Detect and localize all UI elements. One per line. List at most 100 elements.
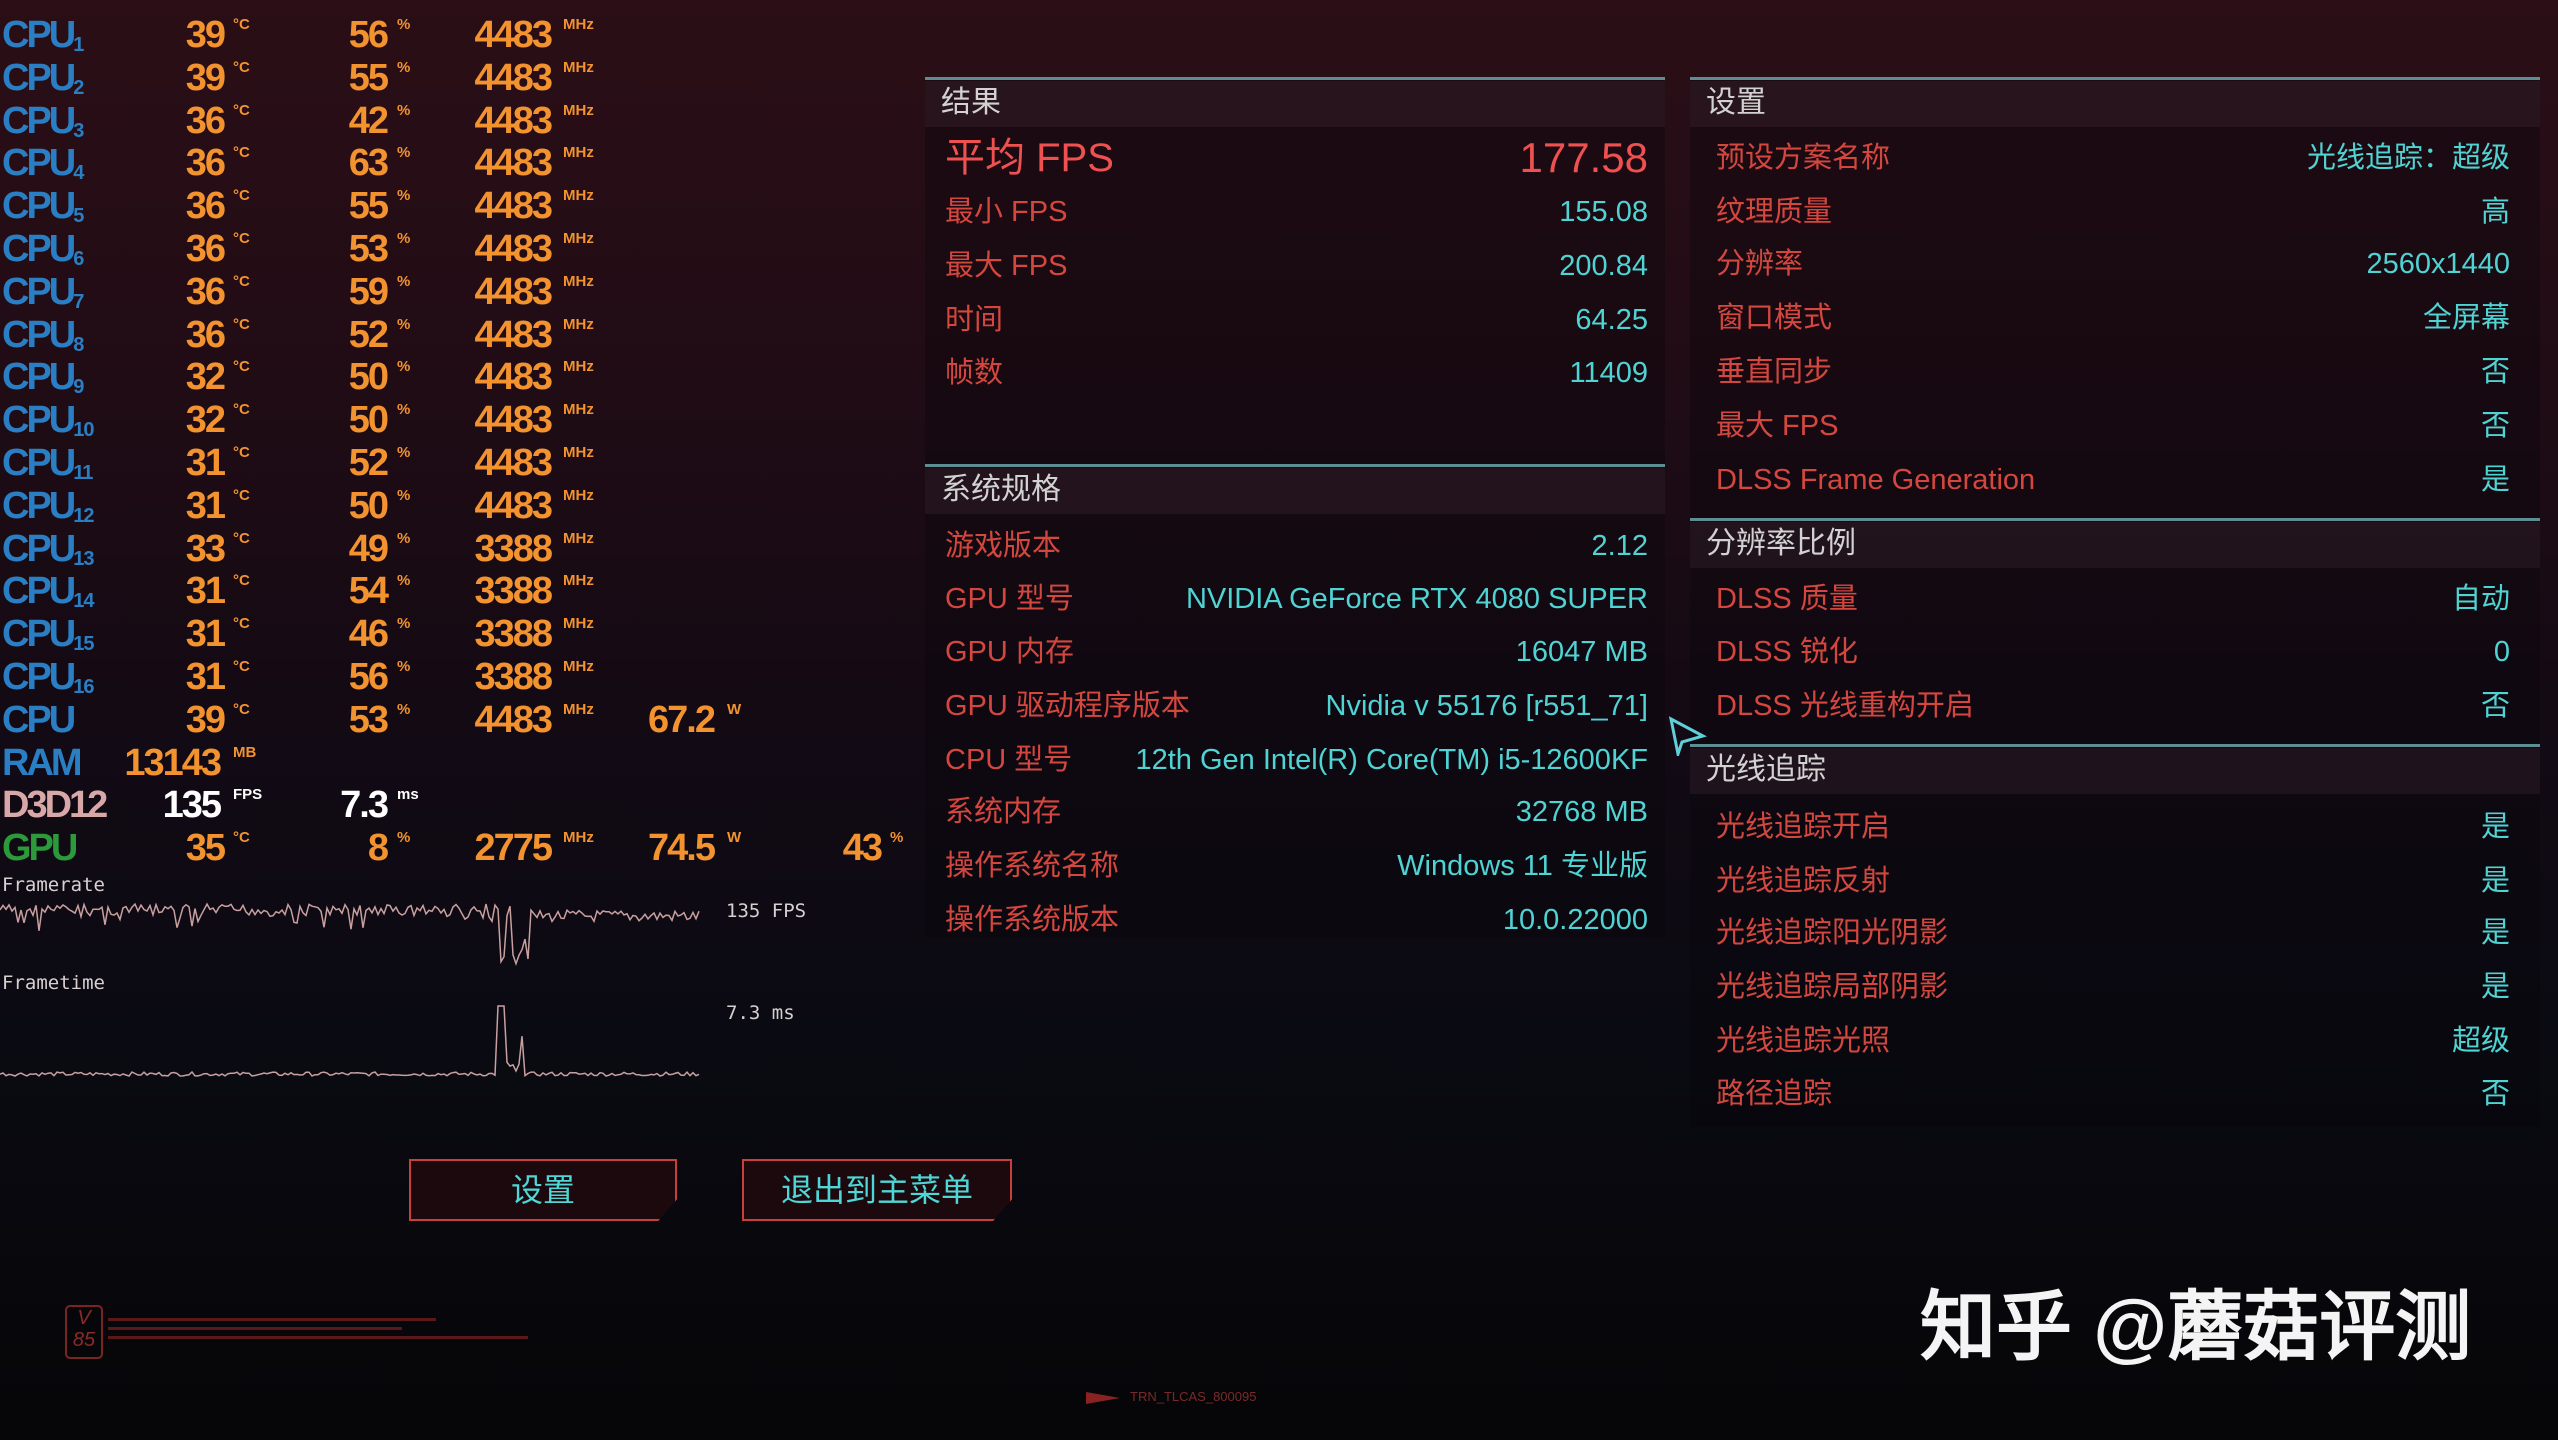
settings-panel <box>1690 77 2540 1127</box>
osd-clock-unit: MHz <box>563 358 594 376</box>
osd-label-index: 5 <box>73 205 84 228</box>
osd-temp-unit: °C <box>233 829 250 847</box>
osd-load-unit: % <box>397 315 411 333</box>
system-spec-value: 32768 MB <box>1515 796 1648 828</box>
system-title: 系统规格 <box>941 473 1061 506</box>
osd-label: CPU1 <box>2 14 84 56</box>
osd-load-unit: % <box>397 144 411 162</box>
osd-temp-value: 31 <box>185 656 226 698</box>
osd-temp-unit: °C <box>233 187 250 205</box>
osd-load-value: 42 <box>348 99 389 142</box>
osd-load-unit: % <box>397 829 411 847</box>
osd-clock-value: 4483 <box>474 99 553 142</box>
osd-row: GPU 35 °C 8% 2775 MHz 74.5 W 43% <box>0 827 903 870</box>
osd-load-value: 50 <box>348 484 389 527</box>
osd-label-index: 9 <box>73 376 84 399</box>
setting-label: 光线追踪开启 <box>1716 811 1891 843</box>
setting-value: 全屏幕 <box>2422 302 2510 334</box>
osd-clock-value: 3388 <box>474 656 553 698</box>
osd-temp-unit: °C <box>233 658 250 675</box>
frametime-graph <box>0 1005 700 1077</box>
osd-temp-value: 33 <box>185 527 226 570</box>
framerate-graph <box>0 902 700 966</box>
system-spec-value: Nvidia v 55176 [r551_71] <box>1325 690 1648 722</box>
system-spec-value: 16047 MB <box>1515 636 1648 668</box>
osd-temp-value: 36 <box>185 228 226 270</box>
osd-temp-unit: °C <box>233 358 250 376</box>
osd-label-text: CPU <box>2 185 76 228</box>
osd-load-value: 52 <box>348 442 389 484</box>
osd-label-index: 1 <box>73 34 84 56</box>
setting-label: DLSS 质量 <box>1716 583 1858 615</box>
system-spec-label: 系统内存 <box>945 796 1062 828</box>
results-header: 结果 <box>925 81 1665 127</box>
osd-temp-value: 36 <box>185 185 226 228</box>
settings-section-header: 分辨率比例 <box>1690 522 2540 568</box>
osd-temp-value: 32 <box>185 356 226 399</box>
osd-row: CPU7 36 °C 59% 4483 MHz <box>0 271 900 313</box>
osd-temp-value: 36 <box>185 313 226 356</box>
osd-row: CPU8 36 °C 52% 4483 MHz <box>0 314 900 356</box>
osd-temp-unit: °C <box>233 486 250 504</box>
system-spec-label: GPU 内存 <box>945 636 1074 668</box>
osd-clock-unit: MHz <box>563 572 594 590</box>
osd-clock-value: 3388 <box>474 527 553 570</box>
osd-temp-value: 31 <box>185 570 226 613</box>
setting-value: 是 <box>2480 971 2510 1003</box>
setting-value: 是 <box>2480 865 2510 897</box>
result-value: 177.58 <box>1519 134 1648 181</box>
osd-label-text: CPU <box>2 356 76 399</box>
settings-button[interactable]: 设置 <box>409 1159 677 1221</box>
osd-label-text: D3D12 <box>2 784 108 827</box>
osd-fan-value: 43 <box>842 827 883 870</box>
system-spec-value: 12th Gen Intel(R) Core(TM) i5-12600KF <box>1135 744 1648 776</box>
osd-label-index: 14 <box>73 590 94 613</box>
result-label: 帧数 <box>945 357 1004 389</box>
osd-clock-value: 4483 <box>474 228 553 270</box>
osd-clock-unit: MHz <box>563 16 594 33</box>
exit-to-main-menu-button[interactable]: 退出到主菜单 <box>742 1159 1012 1221</box>
osd-load-value: 50 <box>348 399 389 442</box>
osd-clock-value: 4483 <box>474 270 553 313</box>
osd-power-value: 67.2 <box>648 698 716 741</box>
setting-label: 光线追踪局部阴影 <box>1716 971 1949 1003</box>
osd-load-value: 50 <box>348 356 389 399</box>
osd-temp-unit: °C <box>233 230 250 247</box>
setting-value: 高 <box>2480 196 2510 228</box>
osd-label: CPU5 <box>2 185 84 228</box>
osd-temp-unit: °C <box>233 144 250 162</box>
osd-load-unit: % <box>397 16 411 33</box>
osd-fps-value: 135 <box>162 784 222 827</box>
osd-label: CPU14 <box>2 570 94 613</box>
osd-temp-value: 31 <box>185 613 226 656</box>
osd-label-index: 6 <box>73 248 84 270</box>
setting-value: 是 <box>2480 464 2510 496</box>
osd-clock-value: 2775 <box>474 827 553 870</box>
settings-section-header: 设置 <box>1690 81 2540 127</box>
osd-clock-value: 4483 <box>474 484 553 527</box>
setting-label: DLSS 锐化 <box>1716 636 1858 668</box>
legal-text <box>108 1318 528 1339</box>
osd-temp-value: 36 <box>185 142 226 185</box>
osd-temp-value: 39 <box>185 56 226 99</box>
settings-section-title: 设置 <box>1706 86 1766 119</box>
osd-load-unit: % <box>397 615 411 633</box>
setting-value: 是 <box>2480 811 2510 843</box>
settings-section-header: 光线追踪 <box>1690 748 2540 794</box>
system-spec-label: 游戏版本 <box>945 530 1062 562</box>
osd-label-index: 13 <box>73 547 94 570</box>
osd-load-value: 55 <box>348 56 389 99</box>
osd-load-value: 53 <box>348 228 389 270</box>
osd-row: CPU5 36 °C 55% 4483 MHz <box>0 185 900 227</box>
osd-label-text: CPU <box>2 56 76 99</box>
osd-clock-value: 4483 <box>474 313 553 356</box>
osd-temp-value: 31 <box>185 442 226 484</box>
osd-temp-value: 36 <box>185 270 226 313</box>
osd-temp-unit: °C <box>233 615 250 633</box>
osd-label-text: RAM <box>2 741 83 784</box>
osd-load-value: 55 <box>348 185 389 228</box>
osd-label-index: 4 <box>73 162 84 185</box>
osd-label: GPU <box>2 827 78 869</box>
play-arrow-icon <box>1086 1392 1120 1404</box>
setting-value: 是 <box>2480 917 2510 949</box>
